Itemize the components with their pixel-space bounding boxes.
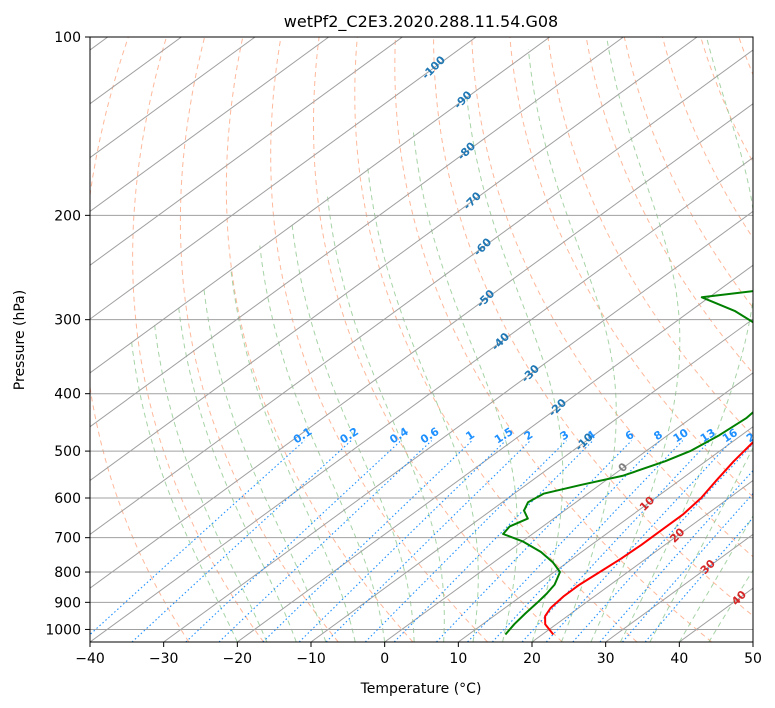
x-tick-label: 10 bbox=[449, 651, 467, 667]
x-tick-label: −20 bbox=[223, 651, 253, 667]
isotherm-line bbox=[90, 37, 624, 428]
y-tick-label: 600 bbox=[54, 491, 81, 507]
mixing-ratio-line bbox=[364, 440, 567, 642]
x-tick-label: 0 bbox=[380, 651, 389, 667]
mixing-ratio-line bbox=[572, 442, 753, 642]
y-tick-label: 400 bbox=[54, 387, 81, 403]
isotherm-line bbox=[163, 210, 753, 642]
y-tick-label: 500 bbox=[54, 444, 81, 460]
isotherm-line bbox=[458, 426, 753, 642]
y-tick-label: 700 bbox=[54, 531, 81, 547]
dry-adiabat-line bbox=[90, 37, 190, 642]
dry-adiabat-line bbox=[313, 37, 563, 642]
moist-adiabat-line bbox=[259, 245, 386, 642]
moist-adiabat-line bbox=[367, 165, 479, 642]
moist-adiabat-line bbox=[678, 514, 753, 642]
moist-adiabat-line bbox=[619, 37, 753, 642]
dry-adiabat-line bbox=[509, 37, 753, 498]
series-layer bbox=[502, 290, 753, 636]
moist-adiabat-line bbox=[130, 340, 238, 642]
mixing-ratio-label: 20 bbox=[744, 426, 764, 445]
moist-adiabat-line bbox=[649, 446, 753, 642]
mixing-ratio-line bbox=[599, 469, 753, 642]
moist-adiabat-line bbox=[203, 287, 327, 642]
isotherm-line bbox=[531, 479, 753, 642]
dry-adiabat-line bbox=[225, 37, 414, 642]
mixing-ratio-line bbox=[393, 440, 594, 642]
isotherm-line bbox=[90, 37, 403, 266]
isotherm-line bbox=[605, 533, 753, 642]
isotherm-line bbox=[90, 103, 753, 589]
mixing-ratio-line bbox=[621, 492, 753, 642]
mixing-ratio-line bbox=[644, 516, 753, 642]
chart-title: wetPf2_C2E3.2020.288.11.54.G08 bbox=[284, 12, 558, 32]
x-axis-label: Temperature (°C) bbox=[360, 681, 482, 697]
moist-adiabat-line bbox=[326, 195, 445, 642]
x-tick-label: −30 bbox=[149, 651, 179, 667]
grid-layer bbox=[90, 37, 753, 642]
isotherm-line bbox=[90, 37, 698, 482]
x-tick-label: 30 bbox=[597, 651, 615, 667]
isotherm-line bbox=[90, 156, 753, 642]
axis-layer: −40 −30 −20 −10 0 10 20 30 40 50 1000 900 800 700 600 5… bbox=[45, 30, 762, 667]
isotherm-line bbox=[90, 37, 477, 320]
mixing-ratio-line bbox=[521, 440, 711, 642]
y-tick-label: 1000 bbox=[45, 622, 81, 638]
mixing-ratio-line bbox=[218, 440, 433, 642]
isotherm-line bbox=[752, 641, 753, 642]
moist-adiabat-line bbox=[708, 569, 753, 642]
moist-adiabat-line bbox=[291, 221, 415, 642]
dry-adiabat-line bbox=[179, 37, 339, 642]
y-tick-label: 800 bbox=[54, 565, 81, 581]
mixing-ratio-line bbox=[131, 440, 352, 642]
mixing-ratio-line bbox=[298, 440, 507, 642]
mixing-ratio-label: 25 bbox=[769, 426, 775, 445]
mixing-ratio-line bbox=[262, 440, 473, 642]
dry-adiabat-line bbox=[433, 37, 753, 617]
plot-frame bbox=[89, 36, 754, 643]
x-tick-label: 20 bbox=[523, 651, 541, 667]
dewpoint-profile-line bbox=[502, 290, 753, 636]
isotherm-line bbox=[90, 37, 256, 159]
x-tick-label: 50 bbox=[744, 651, 762, 667]
y-tick-label: 900 bbox=[54, 595, 81, 611]
y-tick-label: 300 bbox=[54, 313, 81, 329]
temperature-profile-line bbox=[544, 440, 753, 636]
moist-adiabat-line bbox=[178, 306, 297, 642]
isotherm-line bbox=[237, 264, 753, 642]
mixing-ratio-line bbox=[185, 440, 402, 642]
plot-background bbox=[90, 37, 753, 642]
mixing-ratio-line bbox=[436, 440, 632, 642]
y-tick-label: 200 bbox=[54, 208, 81, 224]
dry-adiabat-line bbox=[394, 37, 713, 642]
moist-adiabat-line bbox=[590, 37, 681, 642]
x-tick-label: −40 bbox=[75, 651, 105, 667]
dry-adiabat-line bbox=[662, 37, 753, 240]
isotherm-line bbox=[90, 37, 551, 374]
isotherm-line bbox=[90, 49, 753, 535]
mixing-ratio-line bbox=[545, 440, 733, 642]
dry-adiabat-line bbox=[471, 37, 753, 558]
dry-adiabat-line bbox=[132, 37, 264, 642]
moist-adiabat-line bbox=[230, 267, 356, 642]
y-tick-label: 100 bbox=[54, 30, 81, 46]
x-tick-label: −10 bbox=[296, 651, 326, 667]
y-axis-label: Pressure (hPa) bbox=[12, 290, 28, 390]
isotherm-line bbox=[90, 37, 330, 213]
x-tick-label: 40 bbox=[670, 651, 688, 667]
dry-adiabat-line bbox=[270, 37, 488, 642]
isotherm-line bbox=[310, 318, 753, 642]
